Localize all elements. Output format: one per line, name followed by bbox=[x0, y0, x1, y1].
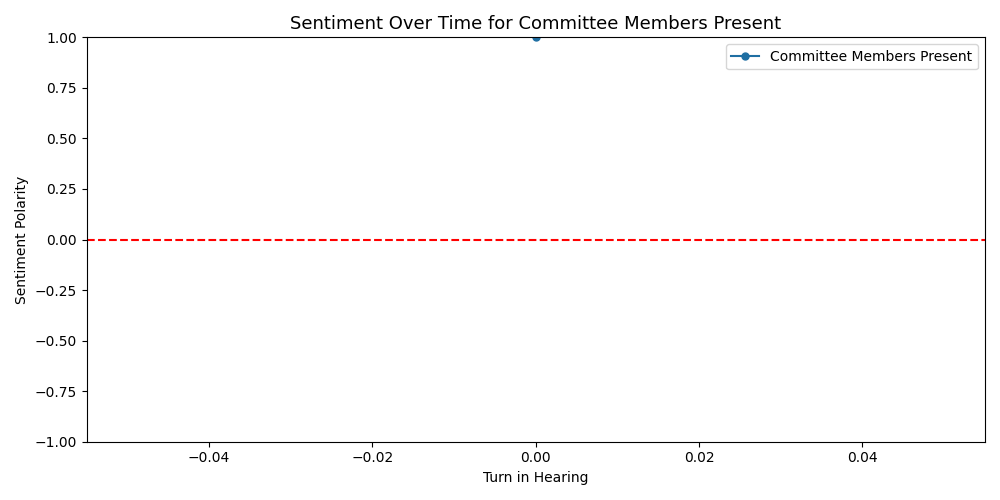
Legend: Committee Members Present: Committee Members Present bbox=[726, 44, 978, 70]
Title: Sentiment Over Time for Committee Members Present: Sentiment Over Time for Committee Member… bbox=[290, 15, 781, 33]
X-axis label: Turn in Hearing: Turn in Hearing bbox=[483, 471, 589, 485]
Y-axis label: Sentiment Polarity: Sentiment Polarity bbox=[15, 176, 29, 304]
